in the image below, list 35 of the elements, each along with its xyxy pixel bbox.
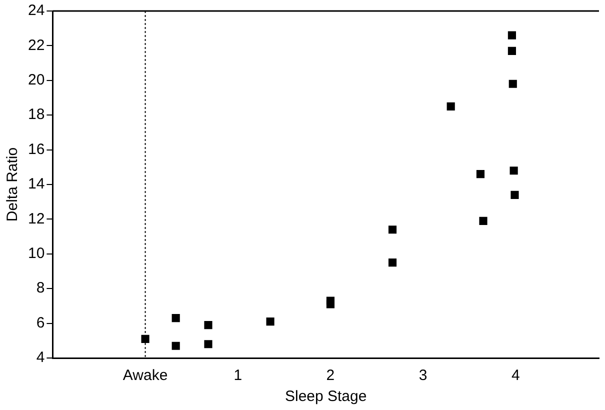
x-tick-label: Awake (122, 367, 168, 384)
y-tick-label: 14 (28, 176, 45, 193)
y-tick-label: 6 (36, 314, 45, 332)
point (388, 258, 397, 267)
point (510, 190, 519, 199)
y-tick-label: 10 (28, 245, 45, 262)
point (510, 166, 518, 175)
point (141, 334, 150, 343)
x-tick-label: 2 (326, 367, 335, 384)
x-tick-label: 4 (511, 367, 520, 384)
point (326, 300, 335, 308)
y-tick-label: 4 (36, 349, 45, 366)
point (476, 170, 485, 178)
y-tick-label: 18 (28, 106, 45, 124)
point (508, 31, 516, 40)
y-axis-title: Delta Ratio (4, 147, 22, 222)
x-tick-label: 3 (418, 367, 428, 384)
point (266, 318, 274, 326)
y-tick-label: 8 (36, 280, 45, 297)
point (446, 102, 455, 110)
y-tick-label: 24 (28, 2, 45, 20)
y-tick-label: 22 (28, 36, 45, 54)
x-axis-title: Sleep Stage (284, 388, 367, 406)
x-tick-label: 1 (234, 367, 242, 384)
point (508, 80, 517, 88)
y-tick-label: 20 (28, 72, 45, 89)
point (204, 321, 212, 330)
y-tick-label: 16 (28, 140, 45, 158)
point (508, 46, 516, 55)
point (172, 342, 180, 350)
point (479, 216, 488, 225)
point (204, 340, 212, 348)
y-tick-label: 12 (28, 210, 45, 228)
point (172, 314, 180, 322)
point (388, 226, 397, 234)
